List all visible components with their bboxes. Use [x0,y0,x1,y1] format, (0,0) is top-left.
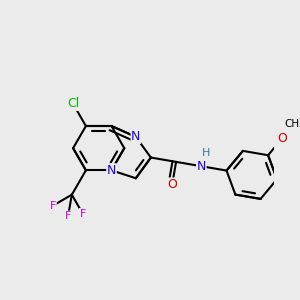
Text: F: F [65,211,71,221]
Text: O: O [167,178,177,191]
Text: F: F [50,201,56,211]
Text: F: F [80,208,86,218]
Text: O: O [277,132,287,145]
Text: N: N [196,160,206,173]
Text: CH₃: CH₃ [285,119,300,129]
Text: H: H [202,148,210,158]
Text: N: N [107,164,116,177]
Text: Cl: Cl [67,98,79,110]
Text: N: N [131,130,140,143]
